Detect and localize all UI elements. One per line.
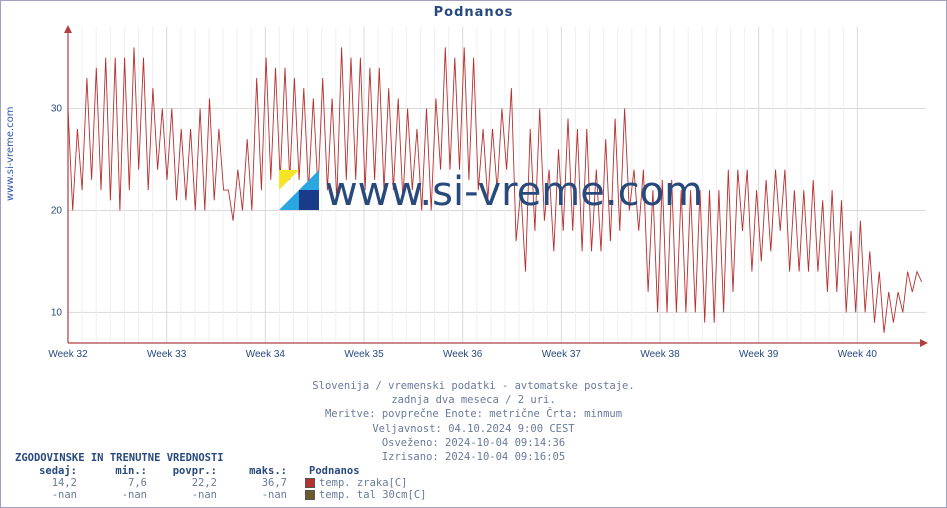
legend-label: temp. zraka[C] xyxy=(319,477,408,489)
stat-val: 36,7 xyxy=(225,477,295,489)
chart-svg: 10 20 30 Week 32 Week 33 Week 34 Week 35 Week 3… xyxy=(46,23,936,361)
meta-line: Osveženo: 2024-10-04 09:14:36 xyxy=(1,436,946,450)
svg-text:20: 20 xyxy=(51,205,63,216)
svg-text:Week 40: Week 40 xyxy=(838,349,878,360)
stats-header-row: sedaj: min.: povpr.: maks.: Podnanos xyxy=(15,465,426,477)
stats-table: ZGODOVINSKE IN TRENUTNE VREDNOSTI sedaj:… xyxy=(15,452,426,501)
plot-area: 10 20 30 Week 32 Week 33 Week 34 Week 35 Week 3… xyxy=(46,23,936,361)
meta-line: Veljavnost: 04.10.2024 9:00 CEST xyxy=(1,422,946,436)
svg-text:Week 38: Week 38 xyxy=(640,349,680,360)
svg-text:Week 36: Week 36 xyxy=(443,349,483,360)
stat-val: -nan xyxy=(85,489,155,501)
stat-val: 14,2 xyxy=(15,477,85,489)
svg-text:Week 32: Week 32 xyxy=(48,349,88,360)
svg-text:Week 35: Week 35 xyxy=(344,349,384,360)
stats-row: -nan -nan -nan -nan temp. tal 30cm[C] xyxy=(15,489,426,501)
chart-container: Podnanos www.si-vreme.com 10 20 30 Week 32 W… xyxy=(0,0,947,508)
col-head: maks.: xyxy=(225,465,295,477)
svg-text:10: 10 xyxy=(51,307,63,318)
stats-title: ZGODOVINSKE IN TRENUTNE VREDNOSTI xyxy=(15,452,426,464)
meta-line: Meritve: povprečne Enote: metrične Črta:… xyxy=(1,407,946,421)
svg-text:Week 37: Week 37 xyxy=(542,349,582,360)
stats-row: 14,2 7,6 22,2 36,7 temp. zraka[C] xyxy=(15,477,426,489)
stat-val: 7,6 xyxy=(85,477,155,489)
svg-text:Week 33: Week 33 xyxy=(147,349,187,360)
meta-line: zadnja dva meseca / 2 uri. xyxy=(1,393,946,407)
svg-text:Week 39: Week 39 xyxy=(739,349,779,360)
legend-swatch-icon xyxy=(305,490,315,500)
meta-line: Slovenija / vremenski podatki - avtomats… xyxy=(1,379,946,393)
chart-title: Podnanos xyxy=(1,1,946,22)
svg-text:30: 30 xyxy=(51,104,63,115)
col-head: povpr.: xyxy=(155,465,225,477)
stat-val: 22,2 xyxy=(155,477,225,489)
source-url-side: www.si-vreme.com xyxy=(5,106,16,201)
legend-label: temp. tal 30cm[C] xyxy=(319,489,426,501)
legend-swatch-icon xyxy=(305,478,315,488)
stat-val: -nan xyxy=(225,489,295,501)
col-head: sedaj: xyxy=(15,465,85,477)
stat-val: -nan xyxy=(15,489,85,501)
station-head: Podnanos xyxy=(309,465,360,477)
col-head: min.: xyxy=(85,465,155,477)
stat-val: -nan xyxy=(155,489,225,501)
svg-text:Week 34: Week 34 xyxy=(246,349,286,360)
